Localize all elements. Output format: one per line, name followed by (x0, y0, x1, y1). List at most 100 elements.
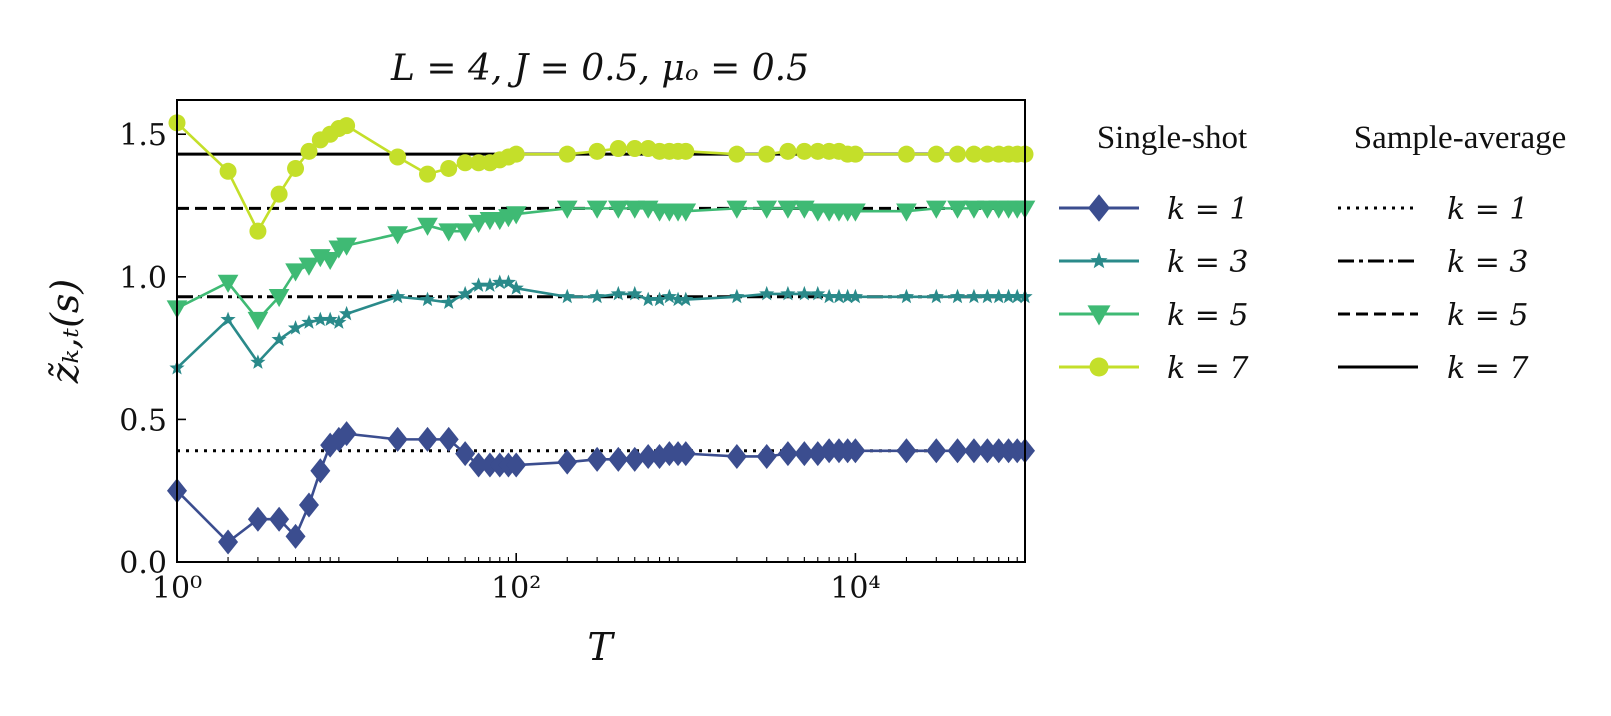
data-point-k7 (507, 145, 525, 163)
data-point-k5 (845, 203, 866, 222)
data-point-k3 (847, 288, 864, 304)
data-point-k3 (441, 294, 457, 309)
data-point-k5 (468, 214, 489, 233)
legend-label-single-k7: k = 7 (1167, 351, 1249, 386)
legend-entries: k = 1 k = 3 k = 5 k = 7 k = 1 k = 3 k = 5 k = 7 (1059, 192, 1529, 386)
data-point-k7 (389, 148, 407, 166)
data-point-k7 (456, 154, 474, 172)
series-k3 (169, 274, 1033, 375)
y-axis-label: z̃ₖ,ₜ(s) (43, 279, 87, 384)
data-point-k7 (795, 142, 813, 160)
series-k7 (168, 114, 1034, 240)
legend-marker-k1 (1088, 194, 1110, 222)
data-point-k3 (610, 285, 626, 301)
data-point-k3 (898, 288, 915, 304)
data-point-k3 (390, 288, 406, 304)
series-line-k7 (176, 121, 1025, 234)
data-point-k7 (440, 159, 458, 177)
legend-marker-k5 (1087, 305, 1111, 326)
legend-marker-k7 (1089, 357, 1109, 377)
data-point-k3 (338, 305, 355, 321)
data-point-k1 (438, 426, 459, 452)
legend-label-average-k7: k = 7 (1447, 351, 1529, 386)
data-point-k3 (991, 288, 1007, 304)
data-point-k1 (963, 438, 984, 464)
data-point-k1 (947, 438, 968, 464)
data-point-k5 (505, 206, 527, 225)
data-point-k7 (300, 142, 318, 160)
data-point-k1 (896, 438, 917, 464)
data-point-k7 (677, 142, 695, 160)
data-point-k3 (780, 285, 796, 301)
y-tick-label: 1.5 (119, 118, 167, 153)
data-point-k5 (675, 203, 697, 222)
data-point-k5 (756, 200, 778, 219)
data-point-k3 (508, 280, 524, 295)
x-tick-label: 10⁴ (830, 571, 880, 606)
legend-label-average-k1: k = 1 (1447, 192, 1528, 227)
data-point-k7 (249, 222, 267, 240)
data-point-k3 (979, 288, 995, 304)
data-point-k1 (675, 441, 696, 467)
data-point-k7 (419, 165, 437, 183)
series-k5 (166, 200, 1036, 330)
data-point-k5 (336, 237, 357, 256)
data-point-k1 (468, 452, 489, 478)
data-point-k1 (310, 458, 331, 484)
data-point-k1 (285, 523, 306, 549)
data-point-k1 (777, 441, 798, 467)
data-point-k1 (298, 492, 319, 518)
data-point-k7 (338, 117, 356, 135)
data-point-k3 (482, 277, 498, 292)
y-tick-label: 0.5 (119, 403, 167, 438)
data-point-k5 (925, 200, 947, 219)
axis-ticks: 10⁰ 10² 10⁴ 0.0 0.5 1.0 1.5 (119, 118, 1018, 606)
data-point-k3 (589, 288, 605, 304)
data-point-k1 (977, 438, 998, 464)
data-point-k7 (949, 145, 967, 163)
legend-label-single-k1: k = 1 (1167, 192, 1248, 227)
data-point-k1 (608, 446, 629, 472)
data-point-k1 (247, 506, 268, 532)
data-point-k1 (387, 426, 408, 452)
data-point-k7 (588, 142, 606, 160)
data-point-k1 (756, 443, 777, 469)
data-point-k1 (624, 446, 645, 472)
data-point-k3 (796, 285, 812, 301)
data-point-k5 (387, 226, 409, 245)
data-point-k3 (840, 288, 856, 304)
data-point-k3 (220, 311, 236, 327)
data-point-k3 (678, 291, 694, 307)
data-point-k5 (319, 251, 341, 271)
data-point-k7 (846, 145, 864, 163)
series-k1 (167, 421, 1035, 555)
data-point-k7 (965, 145, 983, 163)
data-point-k7 (270, 185, 288, 203)
data-point-k3 (457, 285, 473, 301)
data-point-k5 (896, 203, 917, 222)
data-point-k5 (268, 289, 290, 308)
data-point-k1 (638, 443, 659, 469)
data-point-k5 (298, 257, 320, 276)
data-point-k3 (821, 288, 837, 304)
data-point-k1 (218, 529, 239, 555)
legend: Single-shot Sample-average k = 1k = 3k =… (1059, 120, 1566, 386)
data-point-k3 (559, 288, 575, 304)
data-point-k7 (609, 139, 627, 157)
data-point-k7 (897, 145, 915, 163)
legend-marker-k3 (1090, 252, 1108, 269)
data-point-k3 (322, 311, 338, 327)
data-point-k3 (1009, 288, 1025, 304)
data-point-k1 (506, 452, 527, 478)
data-point-k5 (947, 200, 968, 219)
data-point-k3 (312, 311, 328, 327)
data-point-k3 (810, 285, 826, 301)
data-point-k1 (587, 446, 608, 472)
data-point-k3 (640, 291, 656, 307)
data-point-k1 (726, 443, 747, 469)
data-point-k7 (927, 145, 945, 163)
data-point-k3 (966, 288, 982, 304)
x-axis-label: T (587, 625, 615, 669)
data-point-k3 (492, 274, 508, 289)
data-point-k3 (729, 288, 745, 304)
